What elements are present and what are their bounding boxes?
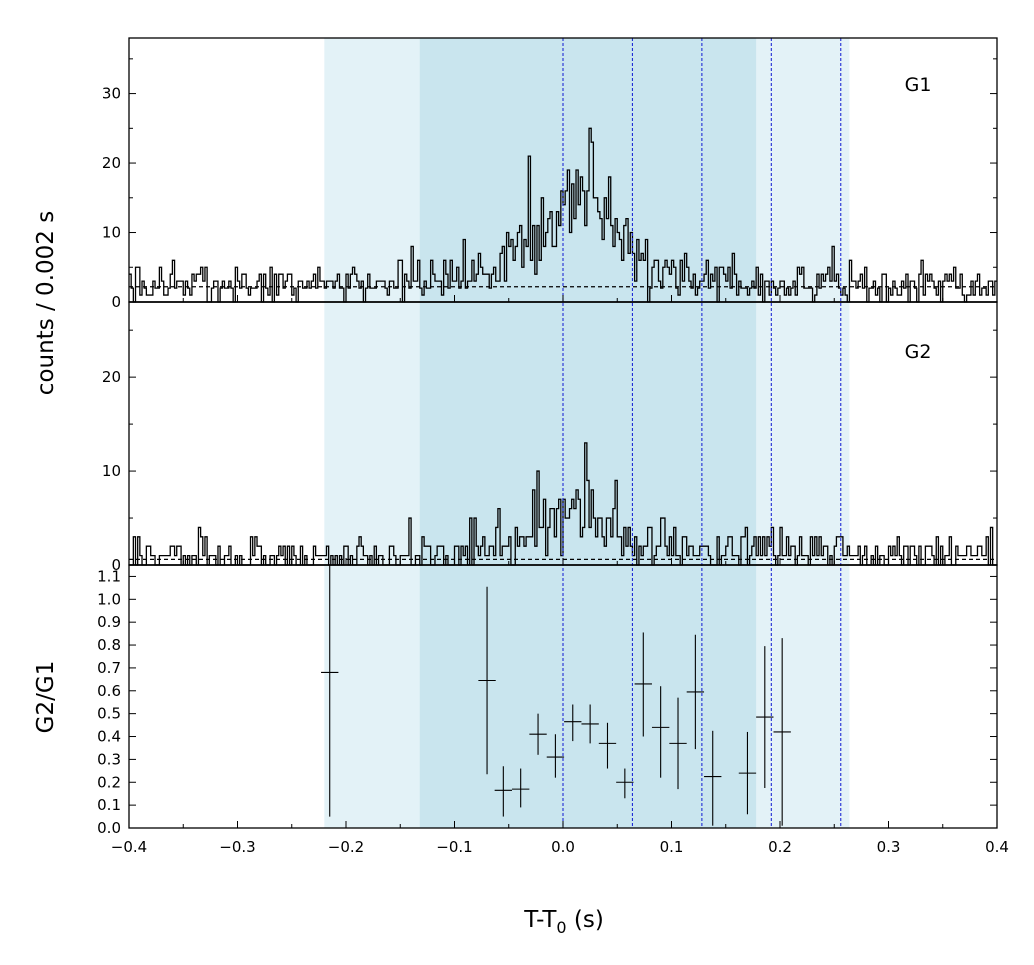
x-tick-label: −0.2 (328, 838, 364, 856)
ratio-y-tick-label: 0.2 (97, 773, 121, 791)
ratio-y-tick-label: 0.5 (97, 705, 121, 723)
x-tick-label: −0.4 (111, 838, 147, 856)
time-interval-bands (324, 38, 850, 828)
ratio-y-tick-label: 0.7 (97, 659, 121, 677)
g2-histogram (129, 442, 997, 566)
ratio-y-tick-label: 0.6 (97, 682, 121, 700)
x-axis-title-unit: (s) (567, 907, 604, 933)
x-axis-title-main: T-T (523, 907, 557, 933)
data-series (129, 127, 997, 826)
panel-label-g1: G1 (905, 74, 932, 96)
x-tick-label: −0.1 (436, 838, 472, 856)
g1-y-tick-label: 10 (102, 224, 121, 242)
panel-frames (128, 37, 998, 829)
ratio-y-tick-label: 0.0 (97, 819, 121, 837)
g2-y-tick-label: 0 (111, 556, 121, 574)
x-tick-label: 0.3 (877, 838, 901, 856)
ratio-y-tick-label: 1.0 (97, 590, 121, 608)
ratio-y-tick-label: 0.1 (97, 796, 121, 814)
ratio-y-tick-label: 0.3 (97, 750, 121, 768)
g2-y-tick-label: 10 (102, 462, 121, 480)
ratio-y-tick-label: 0.9 (97, 613, 121, 631)
x-tick-label: −0.3 (219, 838, 255, 856)
x-tick-label: 0.2 (768, 838, 792, 856)
x-axis-title-subscript: 0 (556, 918, 566, 937)
inner-interval-band (419, 38, 757, 828)
axis-ticks: −0.4 −0.3 −0.2 −0.1 0.0 0.1 0.2 0.3 0.4010203001… (97, 58, 1009, 856)
x-tick-label: 0.0 (551, 838, 575, 856)
ratio-y-tick-label: 1.1 (97, 567, 121, 585)
ratio-y-tick-label: 0.4 (97, 728, 121, 746)
g1-y-tick-label: 0 (111, 293, 121, 311)
g1-histogram (129, 127, 997, 303)
x-axis-title: T-T0 (s) (523, 907, 604, 937)
interval-dividers (562, 38, 842, 828)
panel-label-g2: G2 (905, 341, 932, 363)
g1-y-tick-label: 30 (102, 85, 121, 103)
y-axis-title-ratio: G2/G1 (33, 661, 59, 734)
x-tick-label: 0.1 (660, 838, 684, 856)
y-axis-title-counts: counts / 0.002 s (33, 211, 59, 395)
ratio-y-tick-label: 0.8 (97, 636, 121, 654)
g2-y-tick-label: 20 (102, 368, 121, 386)
x-tick-label: 0.4 (985, 838, 1009, 856)
g1-y-tick-label: 20 (102, 154, 121, 172)
